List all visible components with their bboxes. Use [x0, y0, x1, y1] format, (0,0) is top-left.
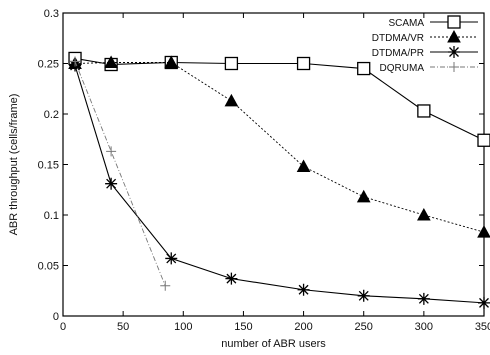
data-point-dtdma-pr — [297, 283, 310, 296]
data-point-dtdma-vr — [164, 55, 179, 68]
y-tick-label: 0.05 — [38, 261, 59, 273]
data-point-dtdma-vr — [224, 93, 239, 107]
y-tick-label: 0 — [53, 311, 59, 323]
x-axis-ticks: 0 50 100 150 200 250 300 350 — [60, 13, 490, 333]
data-point-dtdma-pr — [225, 272, 238, 285]
data-point-dtdma-pr — [417, 292, 430, 305]
series-scama — [68, 51, 490, 147]
series-layer — [68, 51, 490, 309]
x-tick-label: 100 — [174, 321, 192, 333]
legend-label: DTDMA/VR — [372, 33, 424, 44]
legend-item-scama: SCAMA — [388, 15, 478, 29]
x-tick-label: 350 — [475, 321, 490, 333]
data-point-dqruma — [160, 280, 171, 291]
x-tick-label: 200 — [294, 321, 312, 333]
legend-marker — [448, 46, 460, 58]
data-point-dtdma-pr — [105, 177, 118, 190]
data-point-dtdma-vr — [356, 189, 371, 203]
legend-item-dqruma: DQRUMA — [380, 62, 478, 74]
data-point-scama — [357, 61, 371, 76]
legend: SCAMA DTDMA/VR DTDMA/PR DQRUMA — [372, 15, 478, 74]
x-tick-label: 250 — [355, 321, 373, 333]
series-line-dtdma-vr — [75, 62, 485, 233]
x-tick-label: 300 — [415, 321, 433, 333]
series-dtdma-pr — [69, 59, 490, 309]
x-axis-label: number of ABR users — [221, 338, 326, 350]
legend-item-dtdma-pr: DTDMA/PR — [372, 46, 478, 59]
series-line-dtdma-pr — [74, 65, 485, 304]
data-point-dtdma-pr — [165, 252, 178, 265]
legend-label: DQRUMA — [380, 63, 425, 74]
data-point-dtdma-pr — [478, 296, 490, 309]
y-axis-label: ABR throughput (cells/frame) — [8, 94, 20, 236]
data-point-scama — [224, 56, 239, 71]
y-tick-label: 0.15 — [38, 160, 59, 172]
legend-label: SCAMA — [388, 18, 424, 29]
y-tick-label: 0.25 — [38, 59, 59, 71]
data-point-dqruma — [70, 56, 81, 67]
data-point-dtdma-vr — [477, 225, 490, 238]
legend-marker — [447, 15, 461, 29]
y-tick-label: 0.3 — [44, 8, 59, 20]
x-tick-label: 0 — [60, 321, 66, 333]
data-point-scama — [477, 133, 490, 147]
y-axis-ticks: 0 0.05 0.1 0.15 0.2 0.25 0.3 — [38, 8, 484, 323]
data-point-dtdma-pr — [357, 289, 370, 302]
series-line-scama — [74, 57, 485, 141]
series-dqruma — [70, 56, 171, 291]
legend-marker — [449, 62, 459, 72]
data-point-scama — [417, 104, 431, 118]
data-point-dqruma — [106, 146, 117, 157]
data-point-dtdma-vr — [296, 159, 311, 173]
legend-label: DTDMA/PR — [372, 48, 424, 59]
legend-item-dtdma-vr: DTDMA/VR — [372, 29, 478, 44]
legend-marker — [447, 29, 461, 43]
data-point-dtdma-vr — [104, 55, 118, 68]
series-line-dqruma — [74, 61, 166, 286]
y-tick-label: 0.2 — [44, 109, 59, 121]
data-point-scama — [296, 56, 311, 71]
data-point-dtdma-vr — [417, 207, 431, 221]
x-tick-label: 150 — [234, 321, 252, 333]
x-tick-label: 50 — [117, 321, 129, 333]
y-tick-label: 0.1 — [44, 210, 59, 222]
